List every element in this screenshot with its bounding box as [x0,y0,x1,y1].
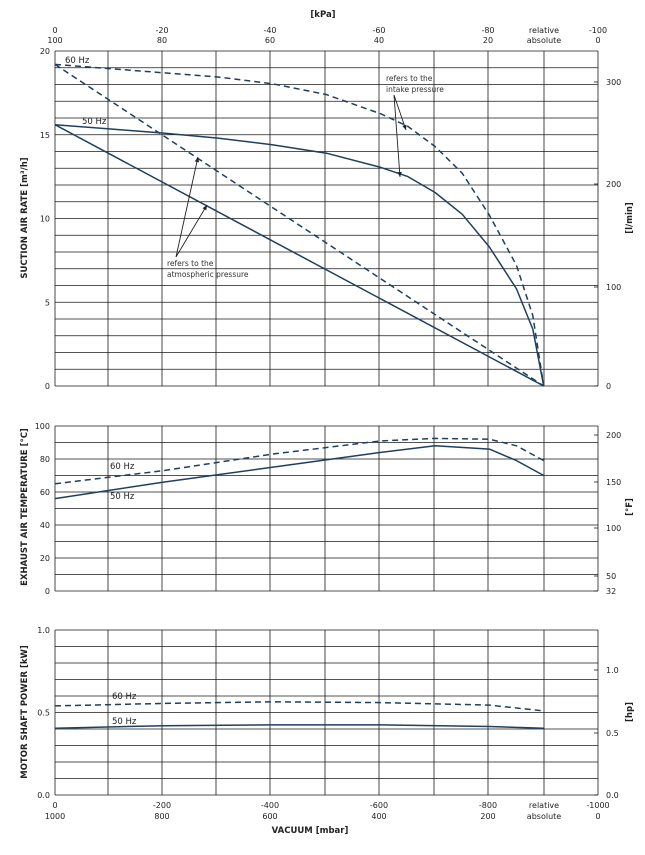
power-y2-axis-title: [hp] [625,702,635,722]
exhaust-air-temperature-y-tick: 100 [35,422,50,431]
top-relative-tick: -80 [481,26,494,35]
bottom-absolute-tick: 800 [154,812,169,821]
bottom-absolute-tick: 1000 [45,812,65,821]
motor-shaft-power-50hz-curve [54,724,544,729]
top-relative-tick: -100 [589,26,607,35]
intake-annotation-line-1: refers to the [386,74,433,83]
exhaust-air-temperature-y2-tick: 200 [606,431,621,440]
bottom-absolute-tick: 200 [480,812,495,821]
motor-shaft-power-60hz-curve [54,701,544,712]
power-60hz-label: 60 Hz [112,692,137,702]
bottom-relative-tick: 0 [52,801,57,810]
annotation-arrow-line [393,94,407,131]
temperature-60hz-label: 60 Hz [110,462,135,472]
bottom-absolute-tick: 0 [595,812,600,821]
motor-shaft-power-y-tick: 0.5 [37,709,50,718]
curve-layer [54,63,545,729]
suction-air-rate-50hz-intake-curve [54,123,545,387]
top-absolute-tick: 80 [157,36,167,45]
bottom-absolute-tick: 400 [371,812,386,821]
suction-air-rate-60hz-atmospheric-curve [54,63,545,387]
atmospheric-annotation-line-2: atmospheric pressure [167,270,249,279]
suction-60hz-label: 60 Hz [65,56,90,66]
motor-shaft-power-y2-tick: 0.5 [606,729,619,738]
exhaust-air-temperature-y-tick: 0 [45,587,50,596]
top-absolute-tick: absolute [527,36,561,45]
bottom-axis-title: VACUUM [mbar] [272,826,349,836]
bottom-relative-tick: -1000 [586,801,609,810]
temperature-50hz-label: 50 Hz [110,492,135,502]
exhaust-air-temperature-60hz-curve [54,437,545,485]
exhaust-air-temperature-y-tick: 20 [40,554,50,563]
bottom-axis-ticks: 0 1000 -200 800 -400 600 -600 400 -800 200 relativ… [45,801,610,821]
exhaust-air-temperature-y-tick: 40 [40,521,50,530]
top-relative-tick: -60 [372,26,385,35]
motor-shaft-power-y-tick: 0.0 [37,791,50,800]
suction-y-axis-title: SUCTION AIR RATE [m³/h] [20,157,30,278]
top-relative-tick: -40 [263,26,276,35]
power-y-axis-title: MOTOR SHAFT POWER [kW] [20,645,30,779]
motor-shaft-power-y2-tick: 0.0 [606,791,619,800]
motor-shaft-power-y2-tick: 1.0 [606,666,619,675]
suction-air-rate-y-tick: 20 [40,47,50,56]
bottom-absolute-tick: absolute [527,812,561,821]
suction-air-rate-y-tick: 10 [40,215,50,224]
suction-50hz-label: 50 Hz [82,117,107,127]
top-absolute-tick: 20 [483,36,493,45]
bottom-relative-tick: relative [529,801,559,810]
suction-air-rate-y2-tick: 100 [606,283,621,292]
suction-air-rate-y2-tick: 0 [606,382,611,391]
suction-air-rate-50hz-atmospheric-curve [54,124,545,387]
bottom-relative-tick: -200 [153,801,171,810]
exhaust-air-temperature-50hz-curve [54,445,545,500]
top-axis-ticks: 0100-2080-4060-6040-8020relativeabsolute… [47,26,607,45]
bottom-relative-tick: -800 [479,801,497,810]
temperature-y2-axis-title: [°F] [625,498,635,516]
atmospheric-annotation-line-1: refers to the [167,259,214,268]
suction-y2-axis-title: [l/min] [625,202,635,234]
suction-air-rate-y2-tick: 200 [606,180,621,189]
exhaust-air-temperature-y2-tick: 32 [606,587,616,596]
exhaust-air-temperature-y2-tick: 50 [606,572,616,581]
top-relative-tick: relative [529,26,559,35]
annotation-arrowhead [202,205,207,211]
top-axis-title: [kPa] [310,10,335,20]
top-relative-tick: -20 [155,26,168,35]
suction-air-rate-y-tick: 0 [45,382,50,391]
top-absolute-tick: 0 [595,36,600,45]
annotation-arrowhead [397,171,402,177]
top-absolute-tick: 40 [374,36,384,45]
annotation-arrowhead [194,157,200,163]
top-absolute-tick: 100 [47,36,62,45]
motor-shaft-power-y-tick: 1.0 [37,626,50,635]
bottom-relative-tick: -400 [261,801,279,810]
top-absolute-tick: 60 [265,36,275,45]
exhaust-air-temperature-y2-tick: 100 [606,524,621,533]
exhaust-air-temperature-y2-tick: 150 [606,478,621,487]
suction-air-rate-60hz-intake-curve [54,63,545,387]
bottom-relative-tick: -600 [370,801,388,810]
suction-air-rate-y-tick: 5 [45,298,50,307]
exhaust-air-temperature-y-tick: 60 [40,488,50,497]
annotation-arrows [175,94,407,258]
exhaust-air-temperature-y-tick: 80 [40,455,50,464]
suction-air-rate-y-tick: 15 [40,131,50,140]
top-relative-tick: 0 [52,26,57,35]
annotation-arrow-line [393,94,401,178]
annotation-arrow-line [175,204,208,258]
annotation-arrow-line [175,156,199,258]
power-50hz-label: 50 Hz [112,717,137,727]
grid-layer: 051015200204060801000.00.51.001002003003… [35,47,622,800]
annotation-arrowhead [402,124,407,130]
suction-air-rate-y2-tick: 300 [606,78,621,87]
intake-annotation-line-2: intake pressure [386,85,444,94]
bottom-absolute-tick: 600 [262,812,277,821]
temperature-y-axis-title: EXHAUST AIR TEMPERATURE [°C] [20,428,30,586]
